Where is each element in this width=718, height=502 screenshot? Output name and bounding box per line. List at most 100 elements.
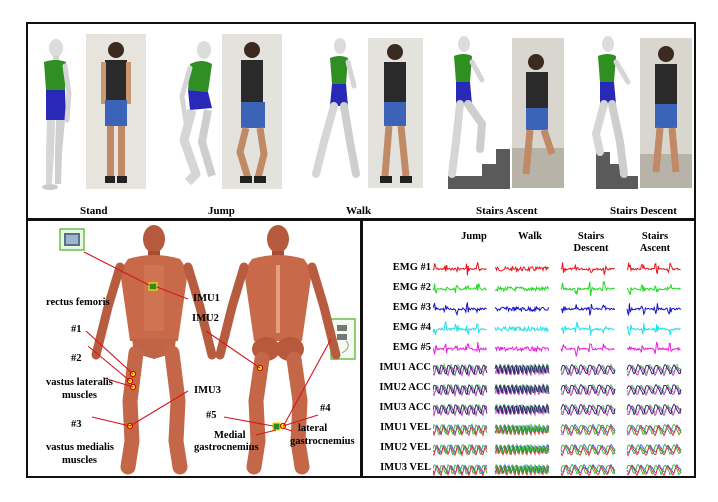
label-sensor-4: #4: [320, 403, 331, 414]
emg-trace: [494, 325, 549, 333]
imu-trace: [433, 364, 488, 376]
emg-trace: [433, 262, 487, 276]
mannequin-jump-figure: [179, 41, 216, 186]
signal-traces: [433, 262, 682, 478]
label-medial-2: gastrocnemius: [194, 442, 259, 453]
emg-trace: [626, 283, 681, 296]
photo-stand: [86, 34, 146, 189]
photo-jump: [222, 34, 282, 189]
signal-cell: [433, 423, 488, 437]
imu-trace: [626, 425, 682, 437]
emg-trace: [560, 303, 616, 316]
signal-cell: [626, 283, 681, 296]
imu-trace: [560, 385, 616, 397]
imu-trace: [433, 383, 488, 396]
emg-trace: [560, 281, 615, 297]
signals-panel: Jump Walk Stairs Descent Stairs Ascent EMG…: [361, 219, 696, 478]
activity-stairs-ascent: Stairs Ascent: [438, 24, 568, 220]
signal-cell: [626, 403, 682, 417]
signal-cell: [560, 262, 615, 275]
imu-trace: [560, 445, 616, 458]
sensor-4-marker: [272, 422, 281, 431]
imu-trace: [560, 383, 616, 396]
imu-trace: [626, 465, 682, 477]
signal-cell: [433, 283, 487, 294]
imu-trace: [560, 363, 616, 376]
imu-trace: [560, 465, 616, 477]
imu-trace: [560, 423, 616, 436]
row-label: IMU1 VEL: [380, 422, 431, 433]
emg-trace: [433, 342, 488, 355]
imu-trace: [560, 403, 616, 415]
activity-label-jump: Jump: [208, 205, 235, 217]
signal-cell: [626, 423, 682, 437]
signal-cell: [494, 305, 550, 313]
signal-cell: [560, 383, 616, 397]
imu-trace: [626, 445, 682, 457]
leader-lines: [83, 251, 332, 436]
signal-cell: [494, 265, 550, 274]
activity-label-stand: Stand: [80, 205, 108, 217]
signal-cell: [494, 325, 549, 333]
row-label: EMG #4: [392, 322, 431, 333]
imu-trace: [433, 403, 488, 416]
signal-cell: [494, 362, 550, 377]
imu-trace: [560, 405, 616, 417]
anatomy-figure: [59, 225, 356, 475]
imu-trace: [560, 443, 616, 456]
signal-cell: [560, 363, 616, 377]
activity-jump: Jump: [168, 24, 288, 220]
imu-trace: [626, 463, 682, 476]
activity-label-stairs-descent: Stairs Descent: [610, 205, 677, 217]
signal-cell: [626, 341, 681, 354]
mannequin-stand-figure: [42, 39, 72, 190]
mannequin-walk-figure: [312, 38, 360, 178]
imu-trace: [626, 365, 682, 377]
imu-trace: [560, 463, 616, 476]
row-label: EMG #5: [392, 342, 431, 353]
label-imu2: IMU2: [192, 313, 219, 324]
signal-cell: [433, 443, 488, 457]
imu-trace: [433, 365, 488, 377]
signal-cell: [433, 463, 488, 478]
label-vastus-lateralis-2: muscles: [62, 390, 97, 401]
activities-panel: Stand Jump: [26, 22, 696, 220]
photo-stairs-descent: [640, 38, 692, 188]
signal-cell: [494, 402, 550, 417]
signal-cell: [560, 343, 615, 358]
imu-trace: [626, 403, 682, 416]
signal-cell: [626, 463, 682, 477]
signal-cell: [560, 443, 616, 458]
imu-trace: [494, 423, 550, 436]
label-medial-1: Medial: [214, 430, 246, 441]
imu-trace: [626, 443, 682, 456]
row-label: EMG #2: [392, 282, 431, 293]
signal-cell: [560, 423, 616, 437]
imu-trace: [433, 443, 488, 456]
label-rectus-femoris: rectus femoris: [46, 297, 110, 308]
imu-trace: [626, 423, 682, 436]
col-stairs-descent-header: Stairs Descent: [573, 231, 609, 254]
imu-trace: [494, 463, 550, 475]
emg-trace: [495, 345, 550, 353]
label-sensor-1: #1: [71, 324, 82, 335]
row-label: IMU2 VEL: [380, 442, 431, 453]
imu-trace: [626, 383, 682, 396]
activity-stairs-descent: Stairs Descent: [576, 24, 696, 220]
emg-trace: [626, 262, 681, 275]
activity-label-stairs-ascent: Stairs Ascent: [476, 205, 538, 217]
body-front: [91, 225, 217, 475]
activity-label-walk: Walk: [346, 205, 372, 217]
label-sensor-3: #3: [71, 419, 82, 430]
emg-trace: [494, 305, 550, 313]
imu-trace: [626, 405, 682, 417]
label-vastus-lateralis-1: vastus lateralis: [46, 377, 113, 388]
col-jump-header: Jump: [461, 231, 487, 242]
signal-cell: [560, 281, 615, 297]
imu-trace: [494, 402, 550, 415]
imu-trace: [560, 365, 616, 377]
signal-cell: [494, 423, 550, 437]
signal-cell: [626, 383, 682, 396]
signal-cell: [433, 403, 488, 418]
signal-cell: [560, 303, 616, 316]
